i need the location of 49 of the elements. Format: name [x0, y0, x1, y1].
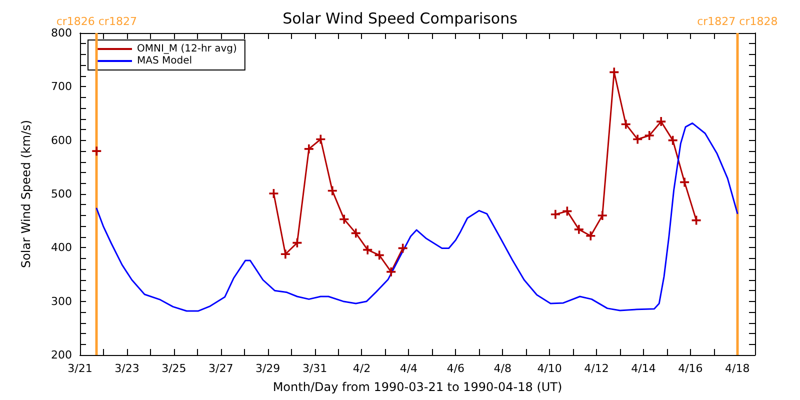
point: [386, 267, 396, 276]
ref-line-label: cr1827 cr1828: [697, 15, 778, 28]
point: [598, 210, 607, 220]
y-tick-label: 700: [51, 80, 72, 94]
y-axis-title: Solar Wind Speed (km/s): [19, 120, 33, 268]
point: [574, 224, 584, 234]
ref-line-label: cr1826 cr1827: [56, 15, 137, 28]
y-tick-label: 400: [51, 241, 72, 254]
line-series: [96, 122, 738, 312]
point: [92, 146, 102, 156]
point: [644, 131, 654, 140]
x-tick-label: 4/4: [400, 362, 418, 375]
x-tick-label: 3/21: [68, 362, 92, 375]
point: [586, 231, 596, 240]
x-tick-label: 4/16: [678, 362, 703, 375]
x-tick-label: 3/25: [162, 362, 186, 375]
x-tick-label: 3/31: [302, 362, 328, 375]
x-tick-label: 3/27: [208, 362, 234, 375]
x-tick-label: 4/10: [537, 362, 562, 375]
point: [550, 210, 560, 219]
point: [656, 117, 666, 126]
point: [328, 186, 337, 196]
x-tick-label: 4/6: [446, 362, 465, 375]
point: [610, 68, 619, 77]
x-tick-label: 4/8: [494, 362, 512, 375]
x-tick-label: 4/2: [352, 362, 371, 375]
y-tick-label: 800: [51, 26, 72, 40]
x-tick-label: 4/18: [725, 362, 750, 375]
point: [633, 134, 642, 144]
x-tick-label: 4/12: [584, 362, 609, 375]
point: [621, 120, 630, 129]
x-axis-title: Month/Day from 1990-03-21 to 1990-04-18 (UT): [272, 380, 562, 394]
y-tick-label: 500: [51, 188, 72, 200]
point: [280, 250, 290, 259]
x-tick-label: 3/23: [114, 362, 140, 375]
point: [351, 228, 360, 238]
x-tick-label: 3/29: [255, 362, 280, 375]
legend-label: MAS Model: [137, 56, 192, 66]
point: [304, 144, 314, 154]
point: [340, 214, 349, 224]
y-tick-label: 600: [51, 134, 72, 147]
point: [363, 245, 372, 254]
y-tick-label: 300: [51, 294, 72, 308]
legend-label: OMNI_M (12-hr avg): [137, 44, 237, 54]
chart-title: Solar Wind Speed Comparisons: [282, 10, 518, 28]
x-tick-label: 4/14: [631, 362, 656, 375]
point: [680, 178, 690, 187]
point: [269, 188, 278, 198]
y-tick-label: 200: [51, 348, 72, 362]
